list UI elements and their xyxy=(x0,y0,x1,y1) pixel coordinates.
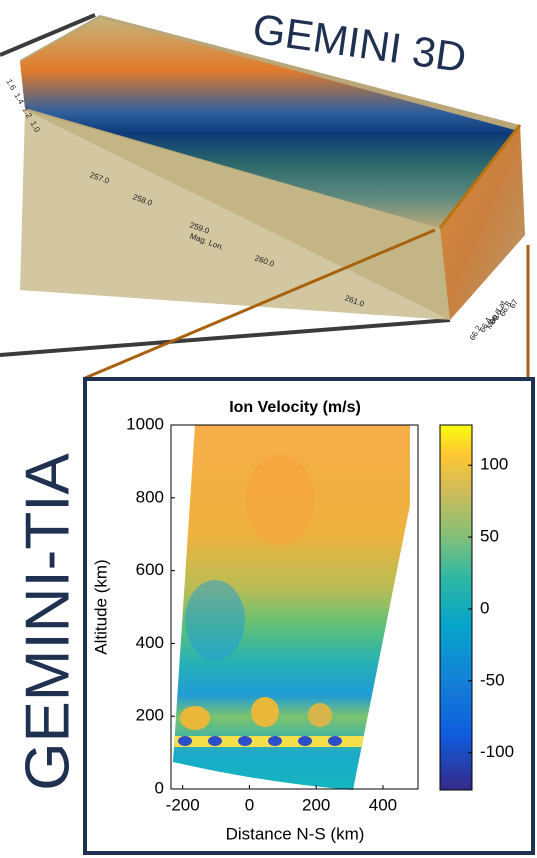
x-tick-label: 400 xyxy=(369,795,397,814)
chart-title: Ion Velocity (m/s) xyxy=(229,399,361,416)
alt-tick-label: 1.6 xyxy=(4,78,18,93)
y-axis-label: Altitude (km) xyxy=(91,559,110,654)
y-tick-label: 1000 xyxy=(126,414,164,433)
title-tia: GEMINI-TIA xyxy=(13,453,82,791)
colorbar-tick-label: -50 xyxy=(480,670,505,689)
colorbar-tick-label: -100 xyxy=(480,742,514,761)
x-tick-label: -200 xyxy=(166,795,200,814)
y-tick-label: 600 xyxy=(136,560,164,579)
x-tick-label: 200 xyxy=(302,795,330,814)
x-tick-label: 0 xyxy=(245,795,254,814)
colorbar-tick-label: 100 xyxy=(480,455,508,474)
y-tick-label: 800 xyxy=(136,487,164,506)
colorbar xyxy=(440,425,472,790)
x-axis-label: Distance N-S (km) xyxy=(226,824,365,843)
figure: Mag. Lon. Mag. Lat. GEMINI 3D GEMINI-TIA… xyxy=(0,0,537,858)
y-tick-label: 0 xyxy=(155,778,164,797)
y-tick-label: 400 xyxy=(136,633,164,652)
colorbar-tick-label: 50 xyxy=(480,527,499,546)
colorbar-tick-label: 0 xyxy=(480,598,489,617)
y-tick-label: 200 xyxy=(136,706,164,725)
